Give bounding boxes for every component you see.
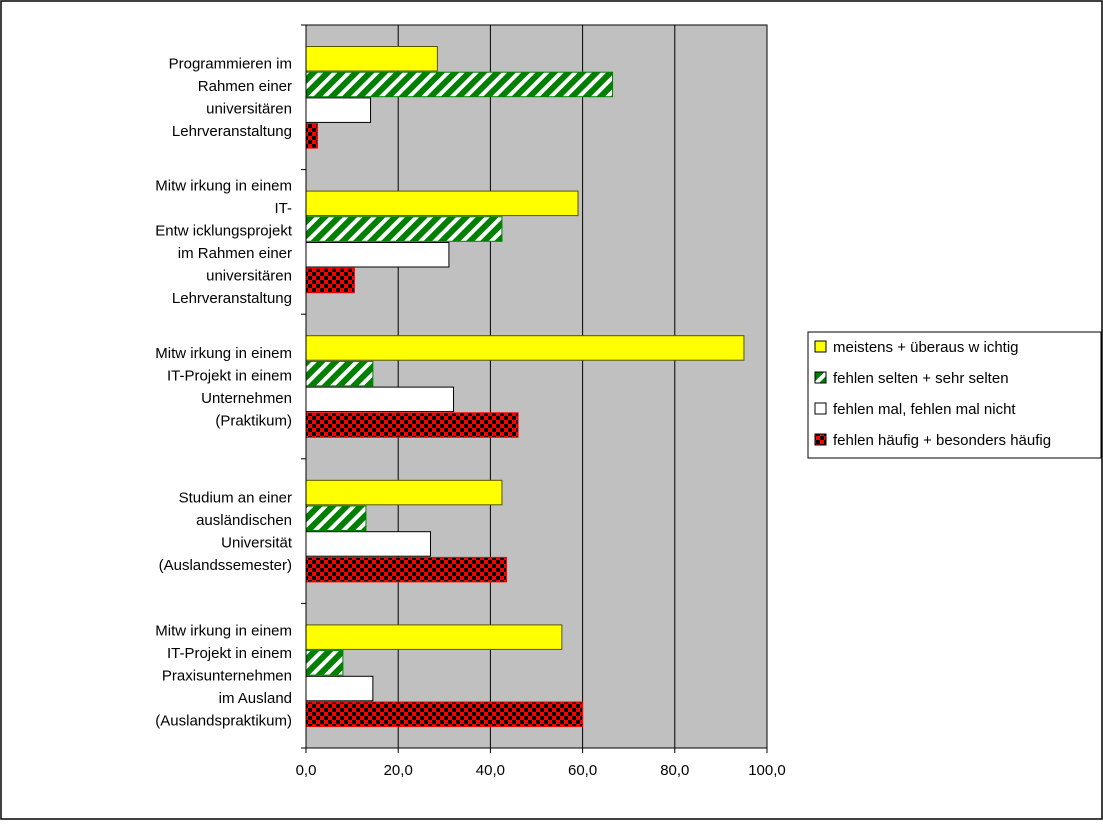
- legend-label: meistens + überaus w ichtig: [833, 339, 1019, 356]
- x-tick-labels: 0,0 20,0 40,0 60,0 80,0 100,0: [296, 762, 786, 779]
- bars: [305, 46, 745, 727]
- bar: [305, 479, 503, 506]
- bar: [305, 267, 355, 294]
- bar: [305, 46, 438, 72]
- x-tick-label: 60,0: [568, 762, 597, 779]
- legend-swatch: [814, 402, 827, 415]
- gridlines: [397, 25, 676, 748]
- bar: [305, 360, 374, 387]
- legend-label: fehlen häufig + besonders häufig: [833, 432, 1051, 449]
- bar: [305, 675, 374, 702]
- axes: [301, 24, 768, 753]
- legend-label: fehlen selten + sehr selten: [833, 370, 1009, 387]
- category-label: Studium an einer ausländischen Universität…: [159, 489, 293, 573]
- x-tick-label: 20,0: [384, 762, 413, 779]
- bar: [305, 624, 563, 650]
- bar: [305, 123, 319, 149]
- bar: [305, 97, 372, 123]
- bar: [305, 216, 503, 242]
- bar: [305, 71, 614, 98]
- x-tick-label: 80,0: [660, 762, 689, 779]
- legend-label: fehlen mal, fehlen mal nicht: [833, 401, 1016, 418]
- x-tick-label: 0,0: [296, 762, 317, 779]
- bar: [305, 242, 450, 268]
- legend-swatch: [814, 433, 827, 446]
- legend-swatch: [814, 340, 827, 353]
- legend: meistens + überaus w ichtig fehlen selten…: [807, 331, 1102, 459]
- bar: [305, 650, 344, 676]
- category-label: Mitw irkung in einem IT-Projekt in einem P…: [155, 623, 292, 730]
- bar: [305, 386, 455, 413]
- bar: [305, 335, 745, 361]
- bar: [305, 531, 431, 557]
- bar: [305, 412, 519, 438]
- category-labels: Programmieren im Rahmen einer universitäre…: [155, 56, 293, 730]
- x-tick-label: 40,0: [476, 762, 505, 779]
- bar: [305, 556, 508, 583]
- legend-swatch: [814, 371, 827, 384]
- category-label: Mitw irkung in einem IT-Entw icklungsproj…: [155, 178, 293, 308]
- bar: [305, 701, 584, 727]
- bar: [305, 190, 579, 217]
- category-label: Programmieren im Rahmen einer universitäre…: [169, 56, 292, 141]
- x-tick-label: 100,0: [748, 762, 786, 779]
- category-label: Mitw irkung in einem IT-Projekt in einem U…: [155, 345, 292, 430]
- legend-box: [807, 331, 1102, 459]
- bar: [305, 505, 367, 531]
